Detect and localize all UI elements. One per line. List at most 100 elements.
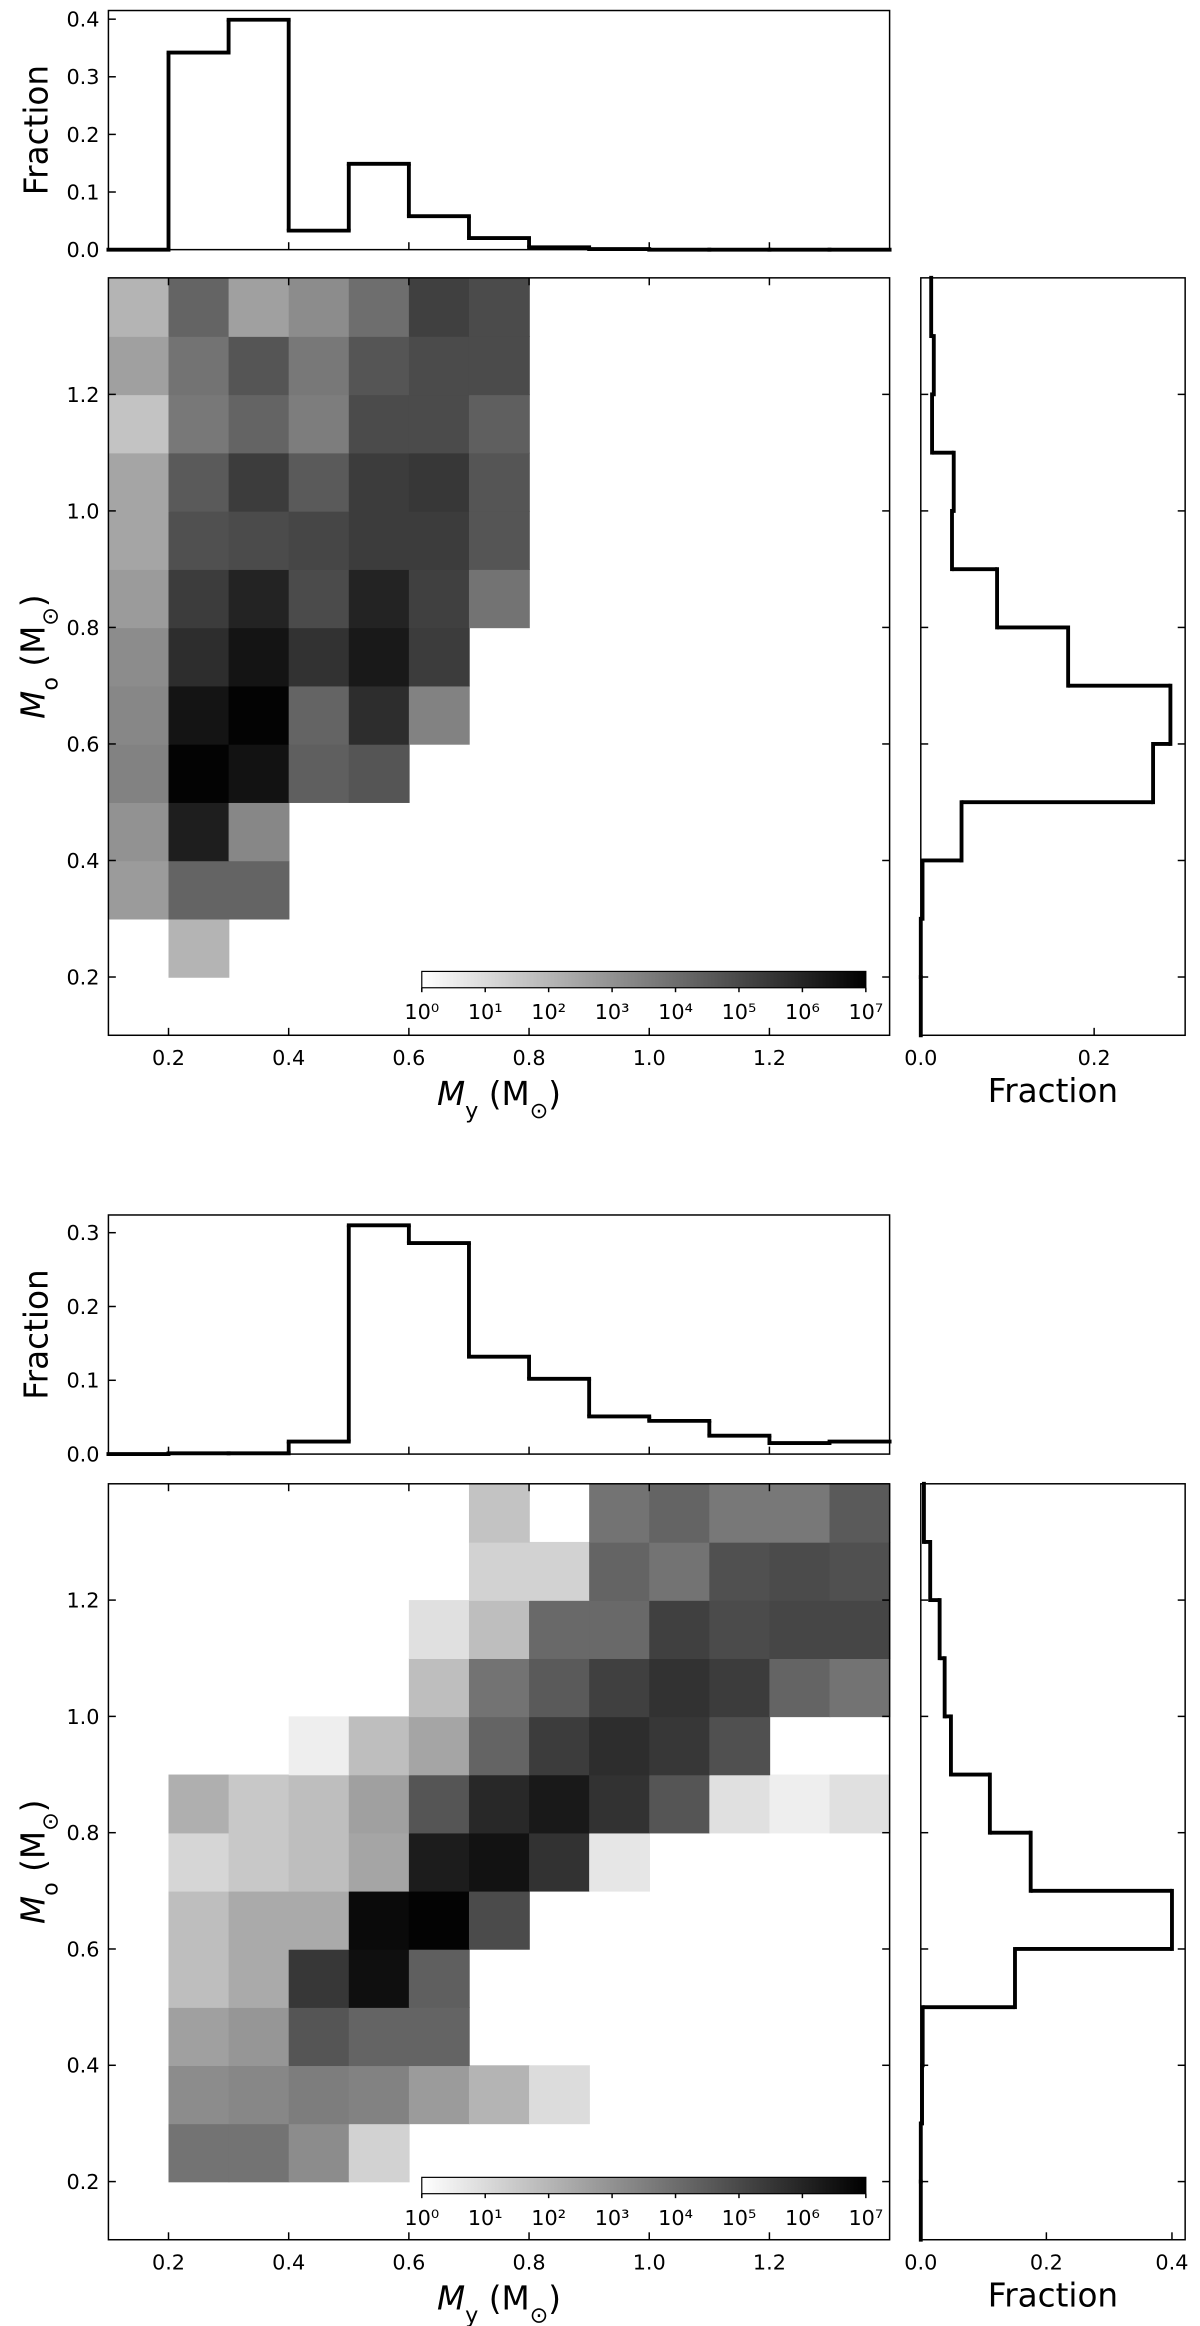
heatmap-cell	[288, 1832, 350, 1892]
heatmap-cell	[348, 1890, 410, 1950]
y-tick-label: 0.2	[66, 123, 99, 147]
x-tick-label: 1.2	[753, 2250, 786, 2274]
y-tick-label: 0.2	[66, 1295, 99, 1319]
x-tick-label: 0.2	[1078, 1046, 1111, 1070]
heatmap-cell	[228, 336, 290, 396]
colorbar-tick-label: 10³	[595, 1000, 630, 1024]
heatmap-cell	[288, 743, 350, 803]
x-tick-label: 0.8	[513, 1046, 546, 1070]
heatmap-cell	[348, 627, 410, 687]
heatmap-cell	[408, 627, 470, 687]
plot-frame	[107, 1214, 891, 1455]
x-tick-label: 0.4	[272, 2250, 305, 2274]
heatmap-cell	[348, 685, 410, 745]
heatmap-cell	[228, 1890, 290, 1950]
heatmap-cell	[288, 452, 350, 512]
colorbar-tick-label: 10²	[531, 1000, 566, 1024]
y-tick-label: 0.4	[66, 2054, 99, 2078]
axis-label-part: o	[38, 677, 64, 691]
x-tick-label: 0.8	[513, 2250, 546, 2274]
heatmap-cell	[288, 277, 350, 337]
axis-label: Fraction	[988, 2277, 1118, 2315]
heatmap-cell	[468, 2065, 530, 2125]
heatmap-cell	[348, 1716, 410, 1776]
heatmap-cell	[348, 452, 410, 512]
heatmap-cell	[529, 1658, 590, 1718]
heatmap-cell	[168, 2123, 230, 2183]
heatmap-cell	[589, 1832, 650, 1892]
heatmap-cell	[168, 743, 230, 803]
y-tick-label: 0.2	[66, 965, 99, 989]
heatmap-cell	[709, 1483, 771, 1543]
heatmap-cell	[468, 1774, 530, 1834]
heatmap-cell	[408, 1600, 470, 1659]
heatmap-cell	[408, 1832, 470, 1892]
heatmap-cell	[228, 277, 290, 337]
heatmap-cell	[168, 336, 230, 396]
heatmap-cell	[228, 452, 290, 512]
heatmap-cell	[228, 1948, 290, 2008]
colorbar-tick-label: 10¹	[468, 2206, 503, 2230]
heatmap-cell	[228, 743, 290, 803]
heatmap-cell	[108, 336, 170, 396]
heatmap-cell	[529, 1541, 590, 1601]
colorbar-tick-label: 10⁶	[785, 2206, 820, 2230]
heatmap-cell	[769, 1483, 831, 1543]
heatmap-cell	[108, 569, 170, 629]
plot-frame	[107, 9, 891, 251]
y-tick-label: 0.3	[66, 1221, 99, 1245]
heatmap-cell	[288, 2065, 350, 2125]
axis-label-part: )	[548, 1075, 561, 1113]
axis-label-part: y	[465, 2303, 478, 2326]
axis-label-part: )	[15, 1800, 53, 1813]
colorbar-tick-label: 10⁶	[785, 1000, 820, 1024]
axis-label-part: ⊙	[38, 607, 64, 626]
heatmap-cell	[168, 1948, 230, 2008]
heatmap-cell	[108, 510, 170, 570]
y-tick-label: 1.0	[66, 499, 99, 523]
heatmap-cell	[468, 1832, 530, 1892]
colorbar	[421, 970, 867, 989]
heatmap-cell	[108, 743, 170, 803]
axis-label: Mo (M⊙)	[15, 594, 64, 719]
x-tick-label: 1.0	[633, 2250, 666, 2274]
heatmap-cell	[468, 452, 530, 512]
heatmap-cell	[228, 1774, 290, 1834]
heatmap-cell	[468, 336, 530, 396]
y-tick-label: 0.0	[66, 1443, 99, 1467]
colorbar-tick-label: 10¹	[468, 1000, 503, 1024]
heatmap-cell	[288, 627, 350, 687]
heatmap-cell	[709, 1658, 771, 1718]
axis-label-part: (M	[15, 1831, 53, 1882]
heatmap-cell	[709, 1600, 771, 1659]
colorbar-tick-label: 10⁰	[404, 2206, 439, 2230]
colorbar-tick-label: 10²	[531, 2206, 566, 2230]
axis-label: My (M⊙)	[437, 1075, 561, 1124]
heatmap-cell	[108, 394, 170, 454]
axis-label-part: M	[15, 1896, 53, 1924]
heatmap-cell	[108, 860, 170, 920]
y-tick-label: 0.8	[66, 1821, 99, 1845]
axis-label-part: M	[437, 2280, 465, 2318]
heatmap-cell	[168, 277, 230, 337]
colorbar-tick-label: 10⁴	[658, 2206, 693, 2230]
x-tick-label: 0.6	[392, 2250, 425, 2274]
colorbar-tick-label: 10⁷	[848, 2206, 883, 2230]
heatmap-cell	[468, 1716, 530, 1776]
heatmap-cell	[468, 1483, 530, 1543]
y-tick-label: 1.2	[66, 1589, 99, 1613]
heatmap-cell	[348, 510, 410, 570]
heatmap-cell	[589, 1716, 650, 1776]
heatmap-cell	[529, 1774, 590, 1834]
heatmap-cell	[228, 394, 290, 454]
axis-label-part: M	[15, 691, 53, 719]
heatmap-cell	[408, 569, 470, 629]
heatmap-cell	[529, 1600, 590, 1659]
heatmap-cell	[168, 1832, 230, 1892]
heatmap-cell	[649, 1716, 711, 1776]
heatmap-cell	[168, 685, 230, 745]
heatmap-cell	[168, 918, 230, 978]
heatmap-cell	[168, 627, 230, 687]
heatmap-cell	[348, 2007, 410, 2067]
